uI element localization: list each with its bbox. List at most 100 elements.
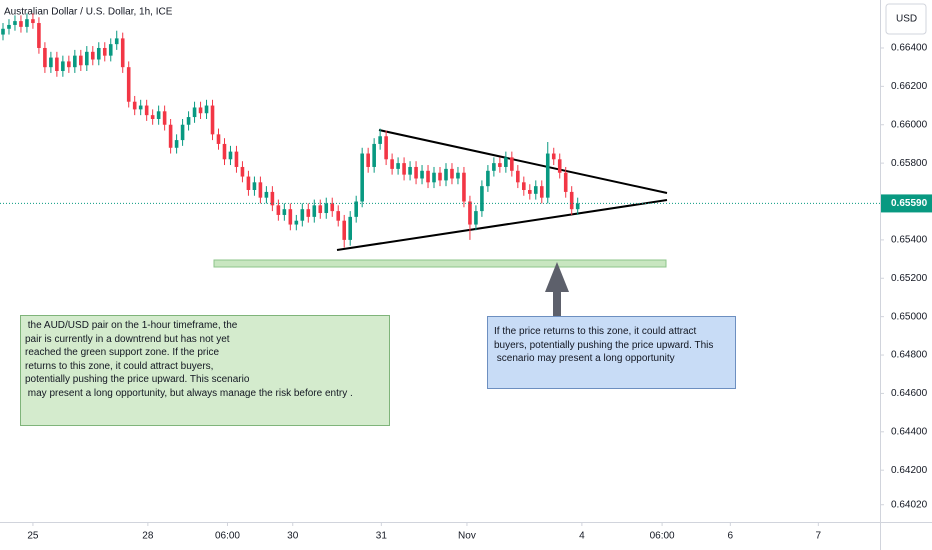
candle-body [312,205,317,217]
candle-body [474,211,478,225]
y-tick-label: 0.66000 [891,119,928,130]
x-tick-label: 28 [142,531,154,542]
candle-body [144,105,149,116]
note-line: returns to this zone, it could attract b… [25,360,214,372]
note-line: scenario may present a long opportunity [494,353,675,364]
candle-body [504,157,508,167]
support-zone [213,259,667,268]
y-tick-label: 0.64200 [891,465,928,476]
candle-body [13,21,17,25]
candle-body [252,182,257,190]
candle-body [510,157,514,171]
candle-body [551,153,556,160]
candle-body [222,143,227,160]
candle-body [49,57,53,68]
candle-body [61,61,65,72]
candle-body [468,201,472,225]
candle-body [569,191,574,210]
candle-body [55,57,59,72]
candle-body [138,105,143,110]
candle-body [366,153,370,167]
candle-body [396,163,400,169]
candle-body [210,105,215,135]
note-line: the AUD/USD pair on the 1-hour timeframe… [25,320,238,331]
candle-body [43,47,47,68]
candle-body [498,163,502,167]
x-tick-label: 06:00 [215,531,240,542]
y-tick-label: 0.64020 [891,499,928,510]
candle-body [228,151,233,160]
y-tick-label: 0.64600 [891,388,928,399]
currency-button[interactable] [885,3,927,35]
candle-body [96,47,101,60]
candle-body [85,51,89,66]
candle-body [318,205,323,214]
candle-body [132,101,137,110]
note-line: buyers, potentially pushing the price up… [494,339,714,351]
candle-body [360,153,364,202]
candles [1,13,580,248]
candle-body [456,172,460,179]
candle-body [372,143,376,167]
candle-body [79,55,83,66]
candle-body [575,203,580,210]
candle-body [390,159,394,169]
y-tick-label: 0.65800 [891,158,928,169]
candle-body [204,105,209,114]
note-line: If the price returns to this zone, it co… [494,326,697,337]
candle-body [492,163,496,171]
candle-body [7,24,11,29]
candle-body [563,172,568,192]
candle-body [426,170,430,183]
candle-body [282,209,287,215]
text-note: If the price returns to this zone, it co… [487,316,736,389]
candle-body [414,166,418,179]
x-tick-label: 4 [579,531,585,542]
candle-body [294,220,299,225]
x-tick-label: 30 [287,531,299,542]
candle-body [480,186,484,212]
candle-body [120,38,125,68]
candle-body [31,19,35,24]
text-note: the AUD/USD pair on the 1-hour timeframe… [20,315,390,426]
note-line: may present a long opportunity, but alwa… [25,387,353,399]
candle-body [432,172,436,183]
arrow [545,262,569,321]
candle-body [462,172,466,202]
candle-body [539,186,544,198]
candle-body [408,166,412,175]
x-tick-label: 31 [376,531,388,542]
x-tick-label: 25 [27,531,39,542]
candle-body [348,216,353,240]
candle-body [258,182,263,198]
x-tick-label: Nov [458,531,476,542]
candle-body [342,220,347,240]
candle-body [90,51,95,60]
candle-body [527,189,532,194]
candle-body [324,203,329,214]
y-tick-label: 0.65200 [891,273,928,284]
candle-body [114,38,119,45]
y-tick-label: 0.64400 [891,426,928,437]
x-tick-label: 6 [728,531,734,542]
x-tick-label: 06:00 [650,531,675,542]
candle-body [336,211,341,221]
candle-body [330,203,335,212]
candle-body [533,186,538,194]
y-tick-label: 0.65400 [891,235,928,246]
note-line: potentially pushing the price upward. Th… [25,374,250,385]
candle-body [198,107,203,114]
candle-body [288,209,293,225]
candle-body [306,209,311,217]
candle-body [516,170,520,183]
candle-body [108,44,113,56]
candle-body [73,55,77,68]
candle-body [486,170,490,187]
candle-body [240,166,245,177]
candle-body [420,170,424,179]
y-tick-label: 0.65000 [891,311,928,322]
candle-body [1,28,5,35]
candle-body [384,136,388,160]
